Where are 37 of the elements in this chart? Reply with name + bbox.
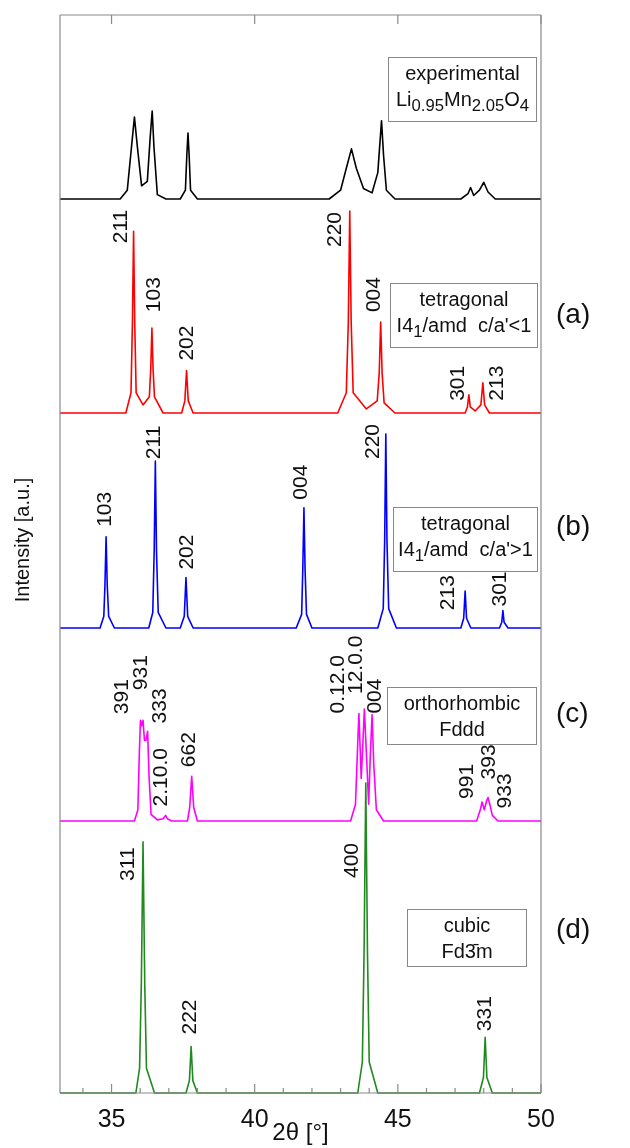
text-box: cubic Fd3̄m	[407, 909, 527, 967]
x-tick-label: 50	[527, 1103, 555, 1132]
text: (d)	[556, 913, 591, 945]
annotation: 213	[483, 365, 507, 401]
annotation: 301	[444, 365, 468, 401]
annotation: 2.10.0	[148, 748, 172, 807]
x-tick-label: 45	[383, 1103, 412, 1132]
annotation: 202	[173, 534, 197, 570]
text-box: orthorhombic Fddd	[387, 687, 537, 745]
annotation: 211	[141, 425, 165, 460]
text-box: experimental Li$_{0.95}$Mn$_{2.05}$O$_{4}$	[388, 57, 537, 122]
text-box: tetragonal I4$_{1}$/amd c/a'<1	[390, 283, 538, 348]
annotation: 220	[321, 211, 345, 247]
annotation: 991	[453, 763, 477, 799]
text-box: tetragonal I4$_{1}$/amd c/a'>1	[393, 507, 538, 572]
annotation: 211	[108, 209, 132, 244]
annotation: 220	[359, 423, 383, 459]
annotation: 333	[147, 688, 171, 724]
annotation: 311	[114, 847, 138, 881]
x-tick-label: 35	[97, 1103, 126, 1132]
annotation: 222	[176, 999, 200, 1035]
annotation: 103	[91, 491, 115, 527]
x-tick-label: 40	[240, 1103, 269, 1132]
annotation: 662	[176, 732, 200, 768]
annotation: 213	[434, 575, 458, 611]
annotation: 004	[287, 464, 311, 500]
annotation: 400	[338, 842, 362, 878]
annotation: 202	[174, 325, 198, 361]
text: (a)	[556, 298, 591, 330]
y-axis-title: Intensity [a.u.]	[10, 477, 34, 603]
annotation: 331	[471, 996, 495, 1032]
annotation: 004	[361, 276, 385, 313]
annotation: 301	[486, 571, 510, 607]
text: (c)	[556, 697, 589, 729]
x-axis-title: 2θ [°]	[272, 1118, 329, 1146]
text: (b)	[556, 510, 591, 542]
annotation: 103	[140, 277, 164, 313]
